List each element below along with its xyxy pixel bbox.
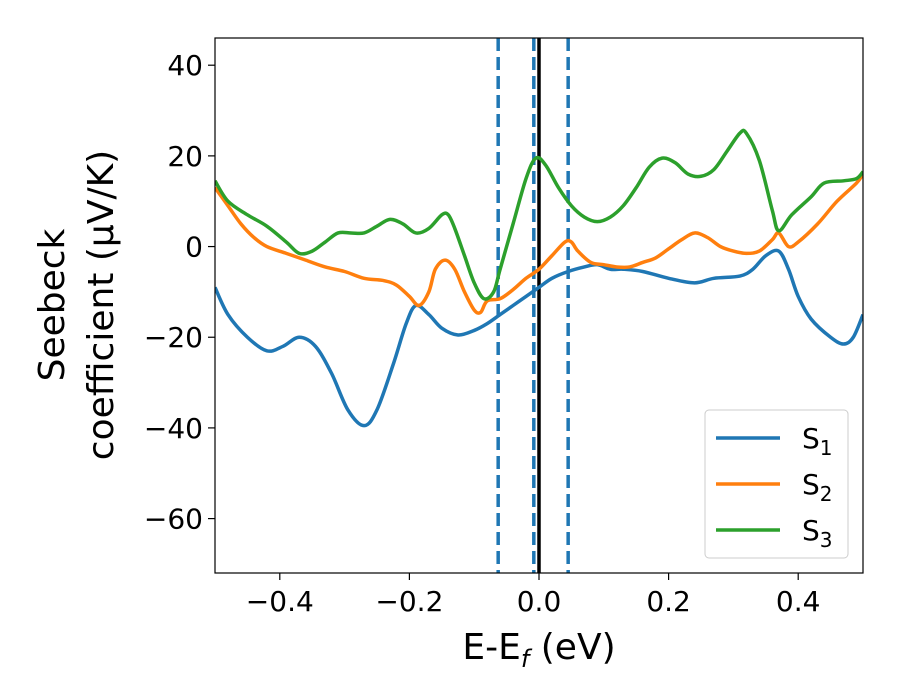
y-tick-label: 0 [185,231,203,264]
y-tick-label: −40 [144,412,203,445]
series-line-1 [215,248,863,428]
y-tick-label: 40 [167,49,203,82]
legend-label-1: S1 [802,422,833,460]
y-axis-label-line2: coefficient (μV/K) [81,150,122,460]
x-axis: −0.4 −0.2 0.0 0.2 0.4 [246,573,821,618]
legend-label-2: S2 [802,468,833,506]
series-lines [215,128,863,428]
y-axis-label: Seebeck coefficient (μV/K) [32,150,122,460]
y-tick-label: 20 [167,140,203,173]
reference-lines [496,38,570,573]
x-tick-label: 0.4 [776,585,821,618]
x-tick-label: 0.2 [646,585,691,618]
y-tick-label: −20 [144,321,203,354]
legend-label-3: S3 [802,514,833,552]
x-tick-label: 0.0 [517,585,562,618]
x-tick-label: −0.2 [375,585,443,618]
y-axis: 40 20 0 −20 −40 −60 [144,49,215,536]
x-axis-label: E-Ef (eV) [462,627,615,673]
x-axis-label-suffix: (eV) [529,627,615,668]
y-tick-label: −60 [144,503,203,536]
series-line-2 [215,173,863,315]
legend: S1 S2 S3 [704,409,849,559]
y-axis-label-line1: Seebeck [32,228,73,381]
x-tick-label: −0.4 [246,585,314,618]
series-line-3 [215,128,863,301]
